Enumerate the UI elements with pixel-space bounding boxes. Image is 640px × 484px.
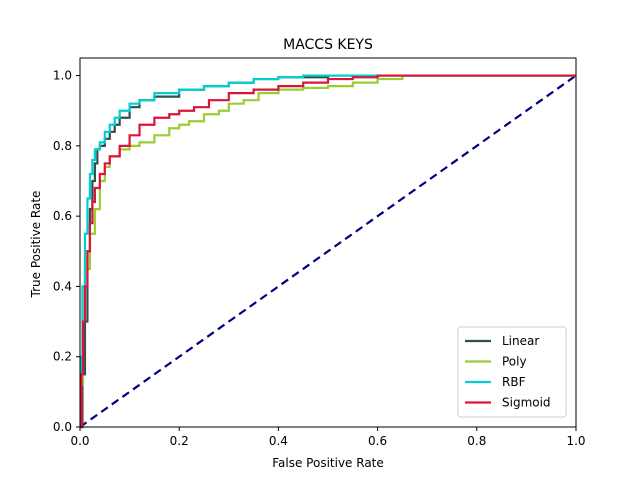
legend-label-poly: Poly bbox=[502, 355, 527, 369]
y-tick-label: 1.0 bbox=[53, 69, 72, 83]
legend-box bbox=[457, 326, 567, 418]
legend-label-linear: Linear bbox=[502, 334, 539, 348]
series-line-poly bbox=[80, 74, 576, 429]
x-tick-label: 0.2 bbox=[170, 434, 189, 448]
plot-area bbox=[79, 57, 577, 429]
y-axis: 0.0 0.2 0.4 0.6 0.8 1.0 bbox=[53, 69, 80, 434]
y-tick-label: 0.6 bbox=[53, 209, 72, 223]
y-tick-label: 0.4 bbox=[53, 279, 72, 293]
x-tick-label: 0.0 bbox=[70, 434, 89, 448]
legend: Linear Poly RBF Sigmoid bbox=[457, 326, 567, 418]
x-tick-label: 0.8 bbox=[467, 434, 486, 448]
x-axis: 0.0 0.2 0.4 0.6 0.8 1.0 bbox=[70, 427, 586, 448]
plot-frame bbox=[79, 57, 577, 428]
series-line-sigmoid bbox=[80, 74, 576, 429]
legend-label-rbf: RBF bbox=[502, 375, 526, 389]
y-tick-label: 0.0 bbox=[53, 420, 72, 434]
chart-title: MACCS KEYS bbox=[283, 37, 373, 53]
y-tick-label: 0.2 bbox=[53, 350, 72, 364]
x-axis-label: False Positive Rate bbox=[272, 456, 384, 470]
x-tick-label: 0.4 bbox=[269, 434, 288, 448]
x-tick-label: 0.6 bbox=[368, 434, 387, 448]
diagonal-reference-line bbox=[79, 74, 577, 428]
legend-label-sigmoid: Sigmoid bbox=[502, 396, 551, 410]
y-axis-label: True Positive Rate bbox=[29, 191, 43, 299]
y-tick-label: 0.8 bbox=[53, 139, 72, 153]
series-line-rbf bbox=[79, 74, 576, 429]
x-tick-label: 1.0 bbox=[566, 434, 585, 448]
